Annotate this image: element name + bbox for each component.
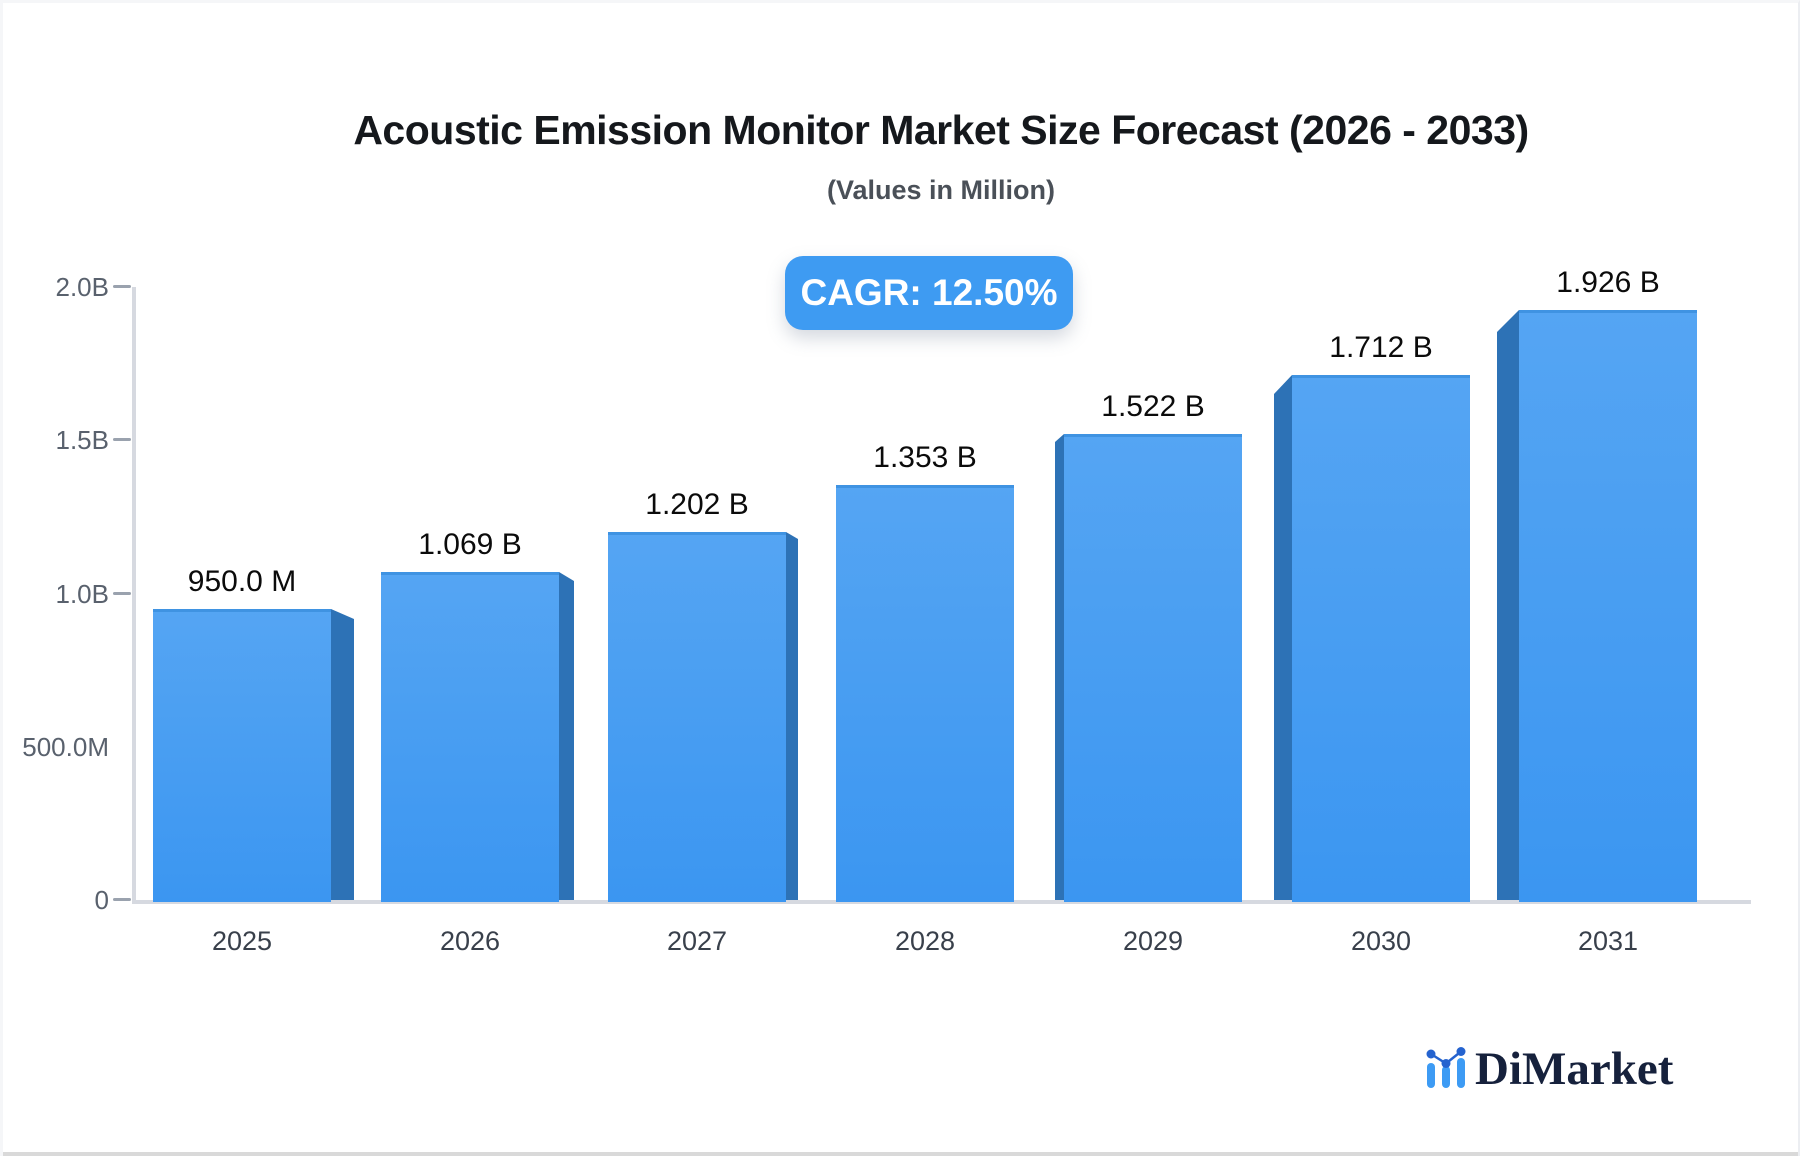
bar-2026 xyxy=(381,572,559,902)
bar-value-label: 1.069 B xyxy=(418,528,522,561)
y-tick-label: 1.0B xyxy=(55,579,110,609)
bar-2030 xyxy=(1292,375,1470,902)
x-category-label: 2029 xyxy=(1122,926,1184,956)
bar-value-label: 1.353 B xyxy=(873,441,977,474)
bar-top-edge xyxy=(1519,310,1697,313)
logo-bar xyxy=(1442,1066,1450,1088)
x-category-label: 2027 xyxy=(666,926,728,956)
bar-chart: 0 500.0M 1.0B 1.5B 2.0B 950.0 M 2025 1.069 B 202… xyxy=(3,3,1798,1156)
x-category-label: 2025 xyxy=(211,926,273,956)
bar-2025 xyxy=(153,609,331,902)
bar-value-label: 950.0 M xyxy=(187,565,297,598)
logo-bar xyxy=(1457,1058,1465,1088)
y-tick-label: 500.0M xyxy=(22,732,109,762)
brand-name: DiMarket xyxy=(1475,1043,1674,1095)
x-category-label: 2030 xyxy=(1350,926,1412,956)
bar-top-edge xyxy=(381,572,559,575)
x-category-label: 2028 xyxy=(894,926,956,956)
y-axis-line xyxy=(132,287,136,904)
bar-top-edge xyxy=(1064,434,1242,437)
y-tick-dash xyxy=(113,438,131,441)
bars-canvas xyxy=(153,310,1697,902)
y-tick-label: 2.0B xyxy=(55,272,110,302)
page-title: Acoustic Emission Monitor Market Size Fo… xyxy=(353,107,1529,153)
y-tick-label: 0 xyxy=(94,885,109,915)
logo-dot xyxy=(1441,1059,1451,1068)
bar-top-edge xyxy=(153,609,331,612)
bar-value-label: 1.522 B xyxy=(1101,390,1205,423)
bar-value-label: 1.926 B xyxy=(1556,266,1660,299)
bar-value-label: 1.202 B xyxy=(645,488,749,521)
bar-2027 xyxy=(608,532,786,902)
bar-top-edge xyxy=(608,532,786,535)
bottom-scrollbar-strip xyxy=(3,1152,1798,1156)
page-subtitle: (Values in Million) xyxy=(826,175,1056,205)
bar-top-edge xyxy=(836,485,1014,488)
y-tick-dash xyxy=(113,898,131,901)
bar-2028 xyxy=(836,485,1014,902)
bar-2031 xyxy=(1519,310,1697,902)
logo-dot xyxy=(1456,1047,1466,1056)
bar-3d-side xyxy=(786,532,798,900)
logo-bar xyxy=(1427,1063,1435,1088)
dimarket-chart-icon xyxy=(1426,1047,1466,1088)
bar-3d-side xyxy=(1055,434,1064,900)
bar-3d-side xyxy=(1274,375,1292,900)
bar-3d-side xyxy=(331,609,354,900)
bar-top-edge xyxy=(1292,375,1470,378)
y-tick-dash xyxy=(113,285,131,288)
y-tick-label: 1.5B xyxy=(55,425,110,455)
x-category-label: 2031 xyxy=(1577,926,1639,956)
bar-value-label: 1.712 B xyxy=(1329,331,1433,364)
bar-3d-side xyxy=(559,572,574,900)
y-tick-dash xyxy=(113,592,131,595)
cagr-badge: CAGR: 12.50% xyxy=(785,256,1073,330)
x-category-label: 2026 xyxy=(439,926,501,956)
bar-2029 xyxy=(1064,434,1242,902)
logo-dot xyxy=(1426,1049,1436,1059)
bar-3d-side xyxy=(1497,310,1519,900)
